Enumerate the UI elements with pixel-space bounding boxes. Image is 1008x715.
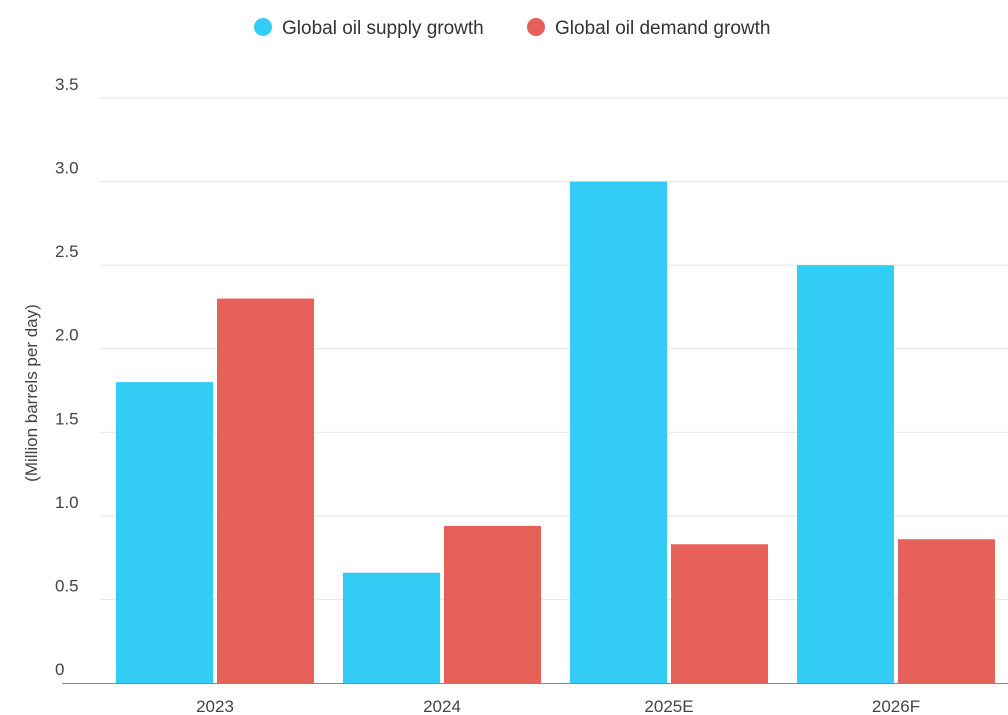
y-tick-label: 0.5 xyxy=(55,576,79,595)
bar-supply-2024[interactable] xyxy=(343,572,440,683)
x-tick-label: 2023 xyxy=(196,697,234,715)
y-axis-title: (Million barrels per day) xyxy=(22,304,41,482)
y-tick-label: 1.0 xyxy=(55,493,79,512)
y-tick-label: 2.0 xyxy=(55,326,79,345)
legend-label-supply[interactable]: Global oil supply growth xyxy=(282,18,484,39)
legend-marker-demand xyxy=(527,18,545,36)
bar-supply-2023[interactable] xyxy=(116,382,213,683)
legend[interactable]: Global oil supply growth Global oil deman… xyxy=(254,18,770,39)
y-axis-ticks: 0 0.5 1.0 1.5 2.0 2.5 3.0 3.5 xyxy=(55,75,79,679)
x-axis-ticks: 2023 2024 2025E 2026F xyxy=(196,697,920,715)
bar-demand-2026F[interactable] xyxy=(898,539,995,683)
bar-demand-2024[interactable] xyxy=(444,525,541,683)
legend-label-demand[interactable]: Global oil demand growth xyxy=(555,18,770,39)
y-tick-label: 2.5 xyxy=(55,242,79,261)
bar-demand-2023[interactable] xyxy=(217,298,314,683)
legend-marker-supply xyxy=(254,18,272,36)
x-tick-label: 2024 xyxy=(423,697,461,715)
x-tick-label: 2026F xyxy=(872,697,920,715)
bar-demand-2025E[interactable] xyxy=(671,544,768,683)
x-tick-label: 2025E xyxy=(644,697,693,715)
bars xyxy=(116,181,995,684)
y-tick-label: 3.5 xyxy=(55,75,79,94)
y-tick-label: 1.5 xyxy=(55,409,79,428)
bar-supply-2026F[interactable] xyxy=(797,265,894,683)
y-tick-label: 3.0 xyxy=(55,159,79,178)
bar-supply-2025E[interactable] xyxy=(570,181,667,684)
y-tick-label: 0 xyxy=(55,660,64,679)
